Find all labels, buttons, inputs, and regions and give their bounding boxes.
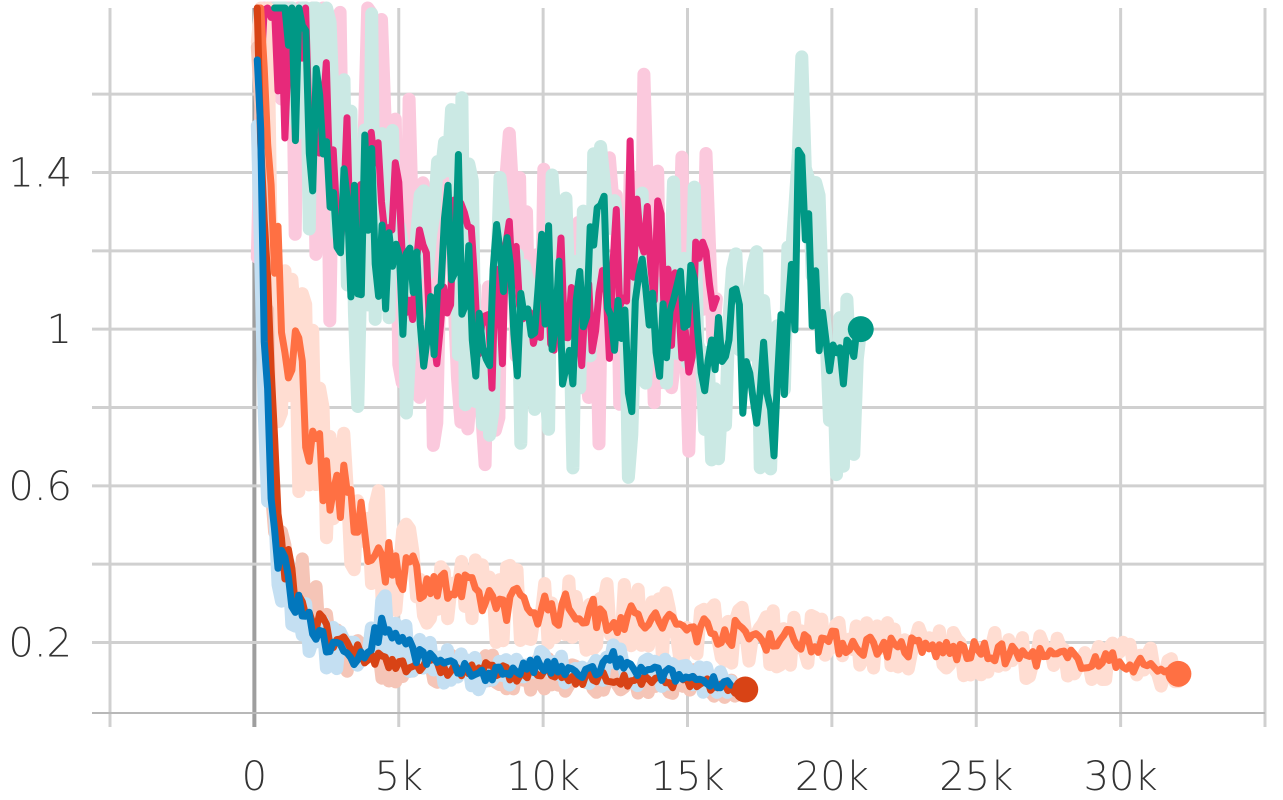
- smoothed-series-layer: [253, 4, 1182, 697]
- series-0-line: [253, 4, 720, 392]
- series-1-end-marker: [847, 316, 874, 343]
- end-marker-layer: [732, 316, 1192, 703]
- y-tick-label: 0.6: [8, 464, 72, 510]
- y-tick-label: 1.4: [8, 151, 72, 197]
- series-4-line: [253, 56, 735, 692]
- y-tick-label: 1: [47, 307, 72, 353]
- x-tick-label: 15k: [650, 754, 724, 800]
- y-tick-label: 0.2: [8, 621, 72, 667]
- x-tick-label: 30k: [1084, 754, 1158, 800]
- x-tick-label: 0: [242, 754, 267, 800]
- series-3-end-marker: [732, 676, 759, 703]
- x-tick-label: 25k: [939, 754, 1013, 800]
- x-tick-label: 5k: [374, 754, 423, 800]
- series-2-line: [253, 4, 1182, 682]
- series-1-raw-line: [268, 1, 868, 484]
- series-1-line: [271, 4, 865, 460]
- x-tick-label: 10k: [506, 754, 580, 800]
- series-2-end-marker: [1165, 660, 1192, 687]
- x-tick-label: 20k: [795, 754, 869, 800]
- tick-label-layer: 0.2 0.6 1 1.4 0 5k 10k 15k 20k 25k 30k: [8, 151, 1157, 800]
